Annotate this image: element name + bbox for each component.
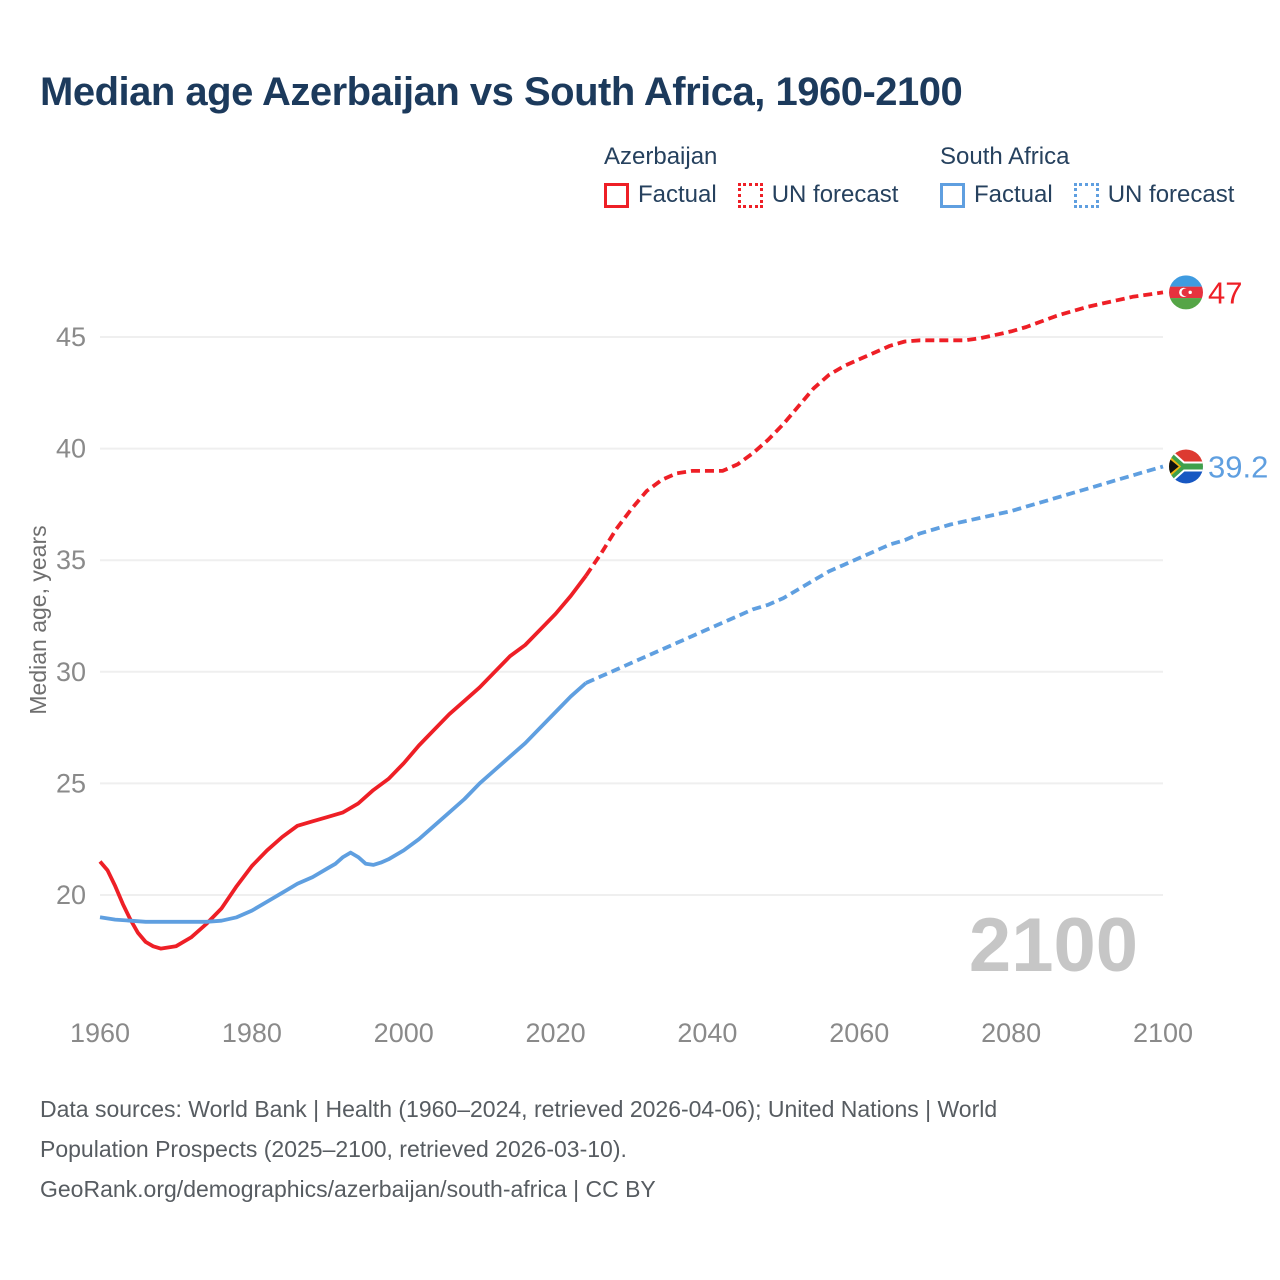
footer-line-1: Data sources: World Bank | Health (1960–… [40,1096,998,1122]
legend-item-label: Factual [638,181,717,208]
legend-group-name: South Africa [940,143,1070,170]
y-tick-label: 35 [56,545,86,575]
checkbox-dotted-icon[interactable] [1073,182,1099,208]
south-africa-flag-icon [1169,449,1203,484]
x-tick-label: 1960 [70,1018,130,1048]
end-value-label-sa: 39.2 [1208,449,1268,484]
y-tick-label: 40 [56,434,86,464]
legend-item-south-africa-factual[interactable]: Factual [940,181,1053,209]
checkbox-dotted-icon[interactable] [737,182,763,208]
x-tick-label: 2020 [526,1018,586,1048]
x-tick-label: 2040 [677,1018,737,1048]
x-tick-label: 1980 [222,1018,282,1048]
azerbaijan-un-forecast-line [584,290,1164,577]
legend-row: Factual UN forecast [940,181,1234,209]
series-layer [98,290,1164,951]
watermark-2100: 2100 [969,903,1138,988]
legend-item-azerbaijan-forecast[interactable]: UN forecast [737,181,899,209]
legend-item-label: UN forecast [771,181,899,208]
legend-group-azerbaijan: Azerbaijan Factual UN forecast [604,143,898,209]
y-tick-label: 45 [56,322,86,352]
x-tick-label: 2000 [374,1018,434,1048]
checkbox-solid-icon[interactable] [940,182,965,208]
y-axis-title: Median age, years [25,525,51,714]
x-tick-label: 2060 [829,1018,889,1048]
y-tick-label: 20 [56,880,86,910]
x-tick-label: 2100 [1133,1018,1193,1048]
gridlines-layer [100,336,1163,896]
y-tick-label: 25 [56,768,86,798]
south-africa-un-forecast-line [585,464,1164,685]
legend-item-south-africa-forecast[interactable]: UN forecast [1073,181,1235,209]
legend-group-south-africa: South Africa Factual UN forecast [940,143,1234,209]
x-tick-label: 2080 [981,1018,1041,1048]
checkbox-solid-icon[interactable] [604,182,629,208]
legend-group-name: Azerbaijan [604,143,718,170]
legend-item-label: Factual [974,181,1053,208]
azerbaijan-flag-icon [1169,275,1203,310]
data-sources-footer: Data sources: World Bank | Health (1960–… [40,1089,1220,1209]
axis-ticks-layer: 20 25 30 35 40 45 1960 1980 2000 2020 2040 2060 2080… [56,322,1193,1048]
legend-item-label: UN forecast [1107,181,1235,208]
end-value-label-az: 47 [1208,275,1242,310]
south-africa-factual-line [99,681,588,924]
y-tick-label: 30 [56,657,86,687]
end-value-labels-layer: 47 39.2 [1208,275,1268,484]
footer-line-3: GeoRank.org/demographics/azerbaijan/sout… [40,1176,656,1202]
legend-item-azerbaijan-factual[interactable]: Factual [604,181,717,209]
chart-title: Median age Azerbaijan vs South Africa, 1… [40,70,963,114]
azerbaijan-factual-line [98,574,588,951]
legend-row: Factual UN forecast [604,181,898,209]
footer-line-2: Population Prospects (2025–2100, retriev… [40,1136,627,1162]
